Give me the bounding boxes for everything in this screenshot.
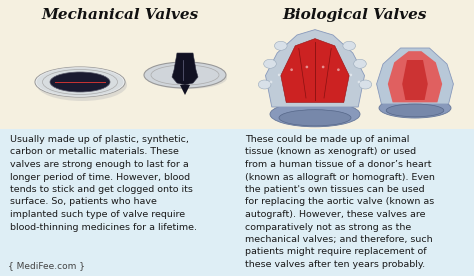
Polygon shape	[388, 51, 442, 102]
Polygon shape	[281, 39, 349, 102]
Ellipse shape	[279, 110, 351, 126]
Polygon shape	[265, 30, 365, 107]
Ellipse shape	[258, 80, 271, 89]
Ellipse shape	[50, 72, 110, 92]
Text: { MediFee.com }: { MediFee.com }	[8, 261, 85, 270]
Ellipse shape	[337, 68, 340, 71]
Ellipse shape	[379, 98, 451, 118]
Ellipse shape	[278, 74, 281, 76]
Text: Biological Valves: Biological Valves	[283, 8, 427, 22]
Ellipse shape	[144, 62, 226, 88]
Ellipse shape	[386, 104, 444, 117]
Polygon shape	[180, 85, 190, 95]
Ellipse shape	[306, 66, 308, 68]
Text: These could be made up of animal
tissue (known as xenograft) or used
from a huma: These could be made up of animal tissue …	[245, 135, 435, 269]
Text: Usually made up of plastic, synthetic,
carbon or metallic materials. These
valve: Usually made up of plastic, synthetic, c…	[10, 135, 197, 232]
Polygon shape	[402, 60, 428, 100]
FancyBboxPatch shape	[0, 0, 474, 129]
Ellipse shape	[349, 74, 352, 76]
Ellipse shape	[147, 67, 227, 89]
Ellipse shape	[270, 102, 360, 127]
Ellipse shape	[37, 69, 127, 101]
Ellipse shape	[343, 41, 356, 50]
Ellipse shape	[264, 59, 276, 68]
Ellipse shape	[322, 66, 325, 68]
Ellipse shape	[270, 81, 273, 83]
Ellipse shape	[359, 80, 372, 89]
Polygon shape	[172, 53, 198, 85]
Ellipse shape	[357, 81, 360, 83]
Ellipse shape	[274, 41, 287, 50]
Ellipse shape	[290, 68, 293, 71]
Polygon shape	[377, 48, 454, 104]
Text: Mechanical Valves: Mechanical Valves	[41, 8, 199, 22]
Ellipse shape	[35, 67, 125, 97]
Ellipse shape	[354, 59, 366, 68]
